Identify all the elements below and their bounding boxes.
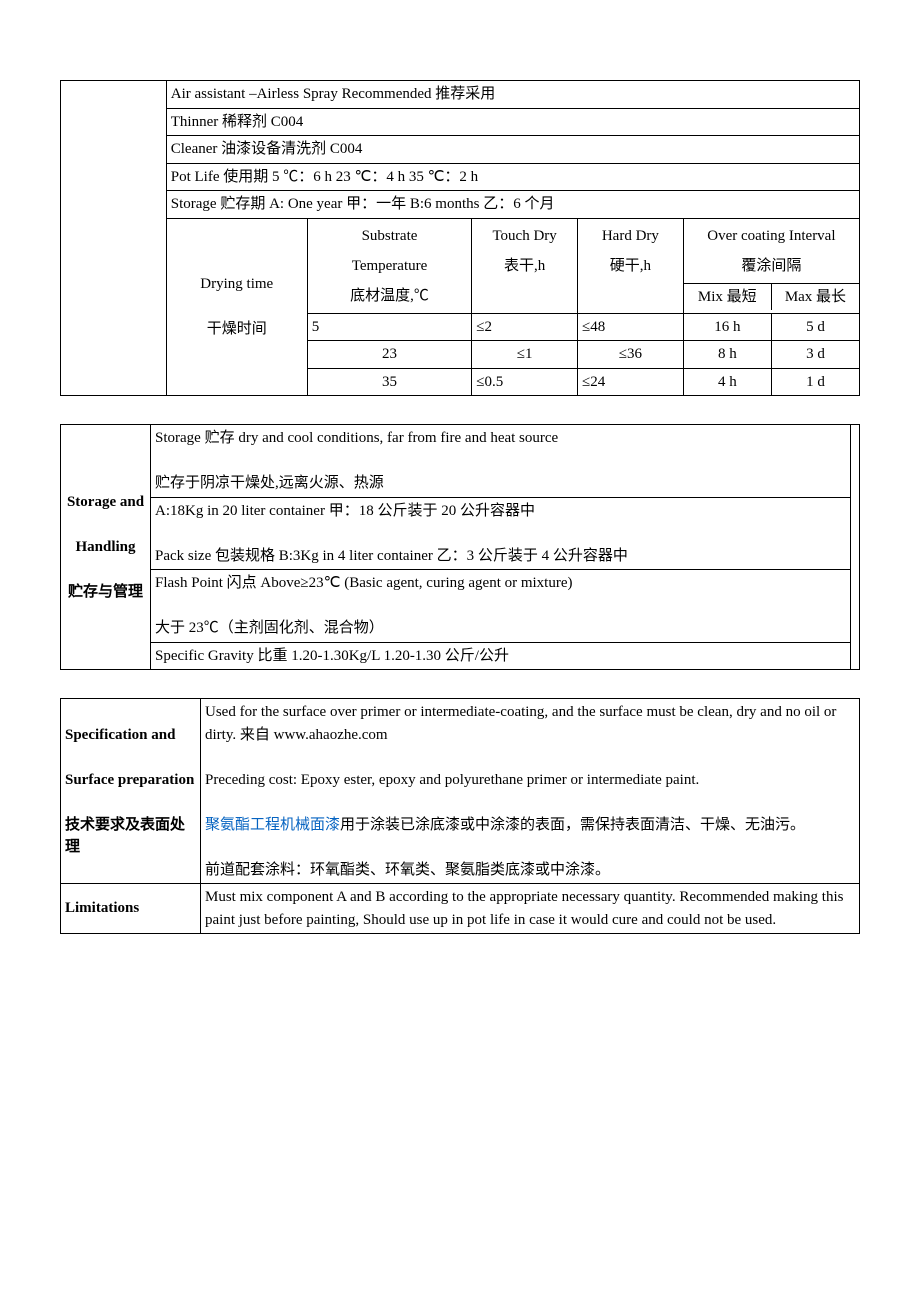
hdr-over: Over coating Interval 覆涂间隔 — [684, 219, 859, 284]
hdr-over-zh: 覆涂间隔 — [741, 258, 801, 274]
product-link[interactable]: 聚氨酯工程机械面漆 — [205, 817, 340, 833]
t1: 23 — [307, 341, 472, 369]
hdr-touch-en: Touch Dry — [492, 228, 556, 244]
max1: 3 d — [771, 341, 859, 369]
hdr-mix: Mix 最短 — [684, 283, 772, 310]
hdr-hard-zh: 硬干,h — [610, 258, 651, 274]
storage-row1: Storage 贮存 dry and cool conditions, far … — [151, 425, 851, 498]
mix0: 16 h — [683, 313, 771, 341]
row-airless: Air assistant –Airless Spray Recommended… — [166, 81, 859, 109]
drying-label: Drying time 干燥时间 — [166, 218, 307, 396]
hd2: ≤24 — [578, 368, 684, 396]
mix1: 8 h — [683, 341, 771, 369]
storage-row2: A:18Kg in 20 liter container 甲：18 公斤装于 2… — [151, 497, 851, 570]
storage-row3: Flash Point 闪点 Above≥23℃ (Basic agent, c… — [151, 570, 851, 643]
spec-table: Specification and Surface preparation 技术… — [60, 698, 860, 934]
spec-content: Used for the surface over primer or inte… — [201, 699, 860, 884]
drying-zh: 干燥时间 — [171, 318, 303, 341]
limitations-content: Must mix component A and B according to … — [201, 884, 860, 934]
spec-r1a: Used for the surface over primer or inte… — [205, 701, 855, 746]
drying-en: Drying time — [171, 273, 303, 296]
spec-r1d: 前道配套涂料：环氧酯类、环氧类、聚氨脂类底漆或中涂漆。 — [205, 859, 855, 882]
spec-r1c: 用于涂装已涂底漆或中涂漆的表面，需保持表面清洁、干燥、无油污。 — [340, 817, 805, 833]
spec-label: Specification and Surface preparation 技术… — [61, 699, 201, 884]
td2: ≤0.5 — [472, 368, 578, 396]
hd0: ≤48 — [578, 313, 684, 341]
limitations-label: Limitations — [61, 884, 201, 934]
hdr-max: Max 最长 — [771, 283, 859, 310]
max0: 5 d — [771, 313, 859, 341]
mix2: 4 h — [683, 368, 771, 396]
row-thinner: Thinner 稀释剂 C004 — [166, 108, 859, 136]
td1: ≤1 — [472, 341, 578, 369]
max2: 1 d — [771, 368, 859, 396]
hdr-touch: Touch Dry 表干,h — [472, 218, 578, 313]
application-table: Air assistant –Airless Spray Recommended… — [60, 80, 860, 396]
hdr-substrate-zh: 底材温度,℃ — [350, 288, 429, 304]
t2: 35 — [307, 368, 472, 396]
hdr-over-en: Over coating Interval — [707, 228, 835, 244]
hdr-hard-en: Hard Dry — [602, 228, 659, 244]
app-label-col — [61, 81, 167, 396]
storage-row4: Specific Gravity 比重 1.20-1.30Kg/L 1.20-1… — [151, 642, 851, 670]
storage-rbar — [851, 425, 860, 670]
row-cleaner: Cleaner 油漆设备清洗剂 C004 — [166, 136, 859, 164]
storage-table: Storage and Handling 贮存与管理 Storage 贮存 dr… — [60, 424, 860, 670]
hdr-substrate: Substrate Temperature 底材温度,℃ — [307, 218, 472, 313]
hdr-substrate-en2: Temperature — [352, 258, 428, 274]
spec-r1c-wrap: 聚氨酯工程机械面漆用于涂装已涂底漆或中涂漆的表面，需保持表面清洁、干燥、无油污。 — [205, 814, 855, 837]
hdr-hard: Hard Dry 硬干,h — [578, 218, 684, 313]
hd1: ≤36 — [578, 341, 684, 369]
hdr-touch-zh: 表干,h — [504, 258, 545, 274]
row-storage: Storage 贮存期 A: One year 甲：一年 B:6 months … — [166, 191, 859, 219]
row-potlife: Pot Life 使用期 5 ℃：6 h 23 ℃：4 h 35 ℃：2 h — [166, 163, 859, 191]
hdr-substrate-en1: Substrate — [362, 228, 418, 244]
t0: 5 — [307, 313, 472, 341]
storage-label: Storage and Handling 贮存与管理 — [61, 425, 151, 670]
td0: ≤2 — [472, 313, 578, 341]
spec-r1b: Preceding cost: Epoxy ester, epoxy and p… — [205, 769, 855, 792]
hdr-over-wrap: Over coating Interval 覆涂间隔 Mix 最短 Max 最长 — [683, 218, 859, 313]
